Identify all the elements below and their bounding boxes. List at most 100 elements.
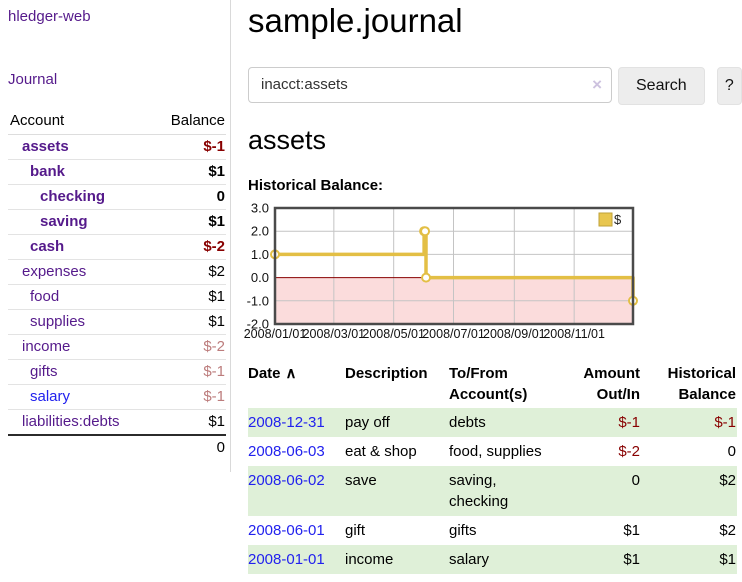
col-header-accounts: To/From Account(s)	[449, 364, 528, 403]
account-link[interactable]: supplies	[30, 313, 86, 330]
account-row: saving $1	[8, 209, 226, 235]
account-balance: $-1	[152, 134, 226, 160]
transaction-amount: $1	[623, 550, 640, 568]
transaction-date-link[interactable]: 2008-06-02	[248, 471, 325, 489]
col-header-date-label: Date	[248, 364, 281, 382]
account-balance: $1	[152, 209, 226, 235]
main-content: sample.journal × Search ? assets Histori…	[244, 0, 742, 574]
x-tick-label: 2008/03/01	[303, 327, 366, 341]
transaction-description: income	[345, 550, 394, 568]
transaction-row[interactable]: 2008-06-02 save saving, checking 0 $2	[248, 465, 737, 516]
sidebar-divider	[230, 0, 231, 472]
account-balance: $1	[152, 284, 226, 310]
account-link[interactable]: cash	[30, 238, 65, 255]
account-row: gifts $-1	[8, 359, 226, 385]
account-row: expenses $2	[8, 259, 226, 285]
transaction-amount: $1	[623, 521, 640, 539]
account-row: supplies $1	[8, 309, 226, 335]
transaction-amount: $-1	[618, 413, 640, 431]
legend-swatch	[598, 212, 613, 227]
transaction-description: save	[345, 471, 377, 489]
app-brand-link[interactable]: hledger-web	[8, 8, 91, 25]
y-tick-label: 2.0	[251, 223, 269, 238]
account-link[interactable]: assets	[22, 138, 69, 155]
account-link[interactable]: food	[30, 288, 60, 305]
transaction-date-link[interactable]: 2008-01-01	[248, 550, 325, 568]
transaction-row[interactable]: 2008-12-31 pay off debts $-1 $-1	[248, 407, 737, 437]
transaction-accounts: food, supplies	[449, 442, 542, 460]
account-row: cash $-2	[8, 234, 226, 260]
account-link[interactable]: liabilities:debts	[22, 413, 120, 430]
x-tick-label: 2008/01/01	[244, 327, 307, 341]
clear-search-icon[interactable]: ×	[592, 74, 602, 94]
account-balance: $2	[152, 259, 226, 285]
search-input-wrap: ×	[248, 66, 612, 103]
transaction-balance: 0	[727, 442, 736, 460]
account-balance: $-1	[152, 359, 226, 385]
chart-title: Historical Balance:	[248, 176, 384, 194]
y-tick-label: -1.0	[247, 293, 269, 308]
transaction-description: gift	[345, 521, 366, 539]
search-input[interactable]	[248, 66, 612, 103]
account-row: income $-2	[8, 334, 226, 360]
transaction-row[interactable]: 2008-01-01 income salary $1 $1	[248, 544, 737, 574]
account-row: bank $1	[8, 159, 226, 185]
account-link[interactable]: checking	[40, 188, 106, 205]
account-balance: $-2	[152, 234, 226, 260]
account-balance: $1	[152, 159, 226, 185]
account-row: liabilities:debts $1	[8, 409, 226, 436]
legend-label: $	[614, 212, 622, 227]
data-point-marker	[421, 272, 432, 283]
transaction-date-link[interactable]: 2008-12-31	[248, 413, 325, 431]
account-balance: $-1	[152, 384, 226, 410]
account-link[interactable]: gifts	[30, 363, 58, 380]
transaction-row[interactable]: 2008-06-01 gift gifts $1 $2	[248, 516, 737, 545]
x-tick-label: 2008/05/01	[362, 327, 425, 341]
accounts-table-body: assets $-1 bank $1 checking 0 saving $1 cash $-2 e…	[8, 134, 226, 460]
transaction-balance: $1	[719, 550, 736, 568]
transaction-balance: $2	[719, 521, 736, 539]
transaction-balance: $2	[719, 471, 736, 489]
account-row: food $1	[8, 284, 226, 310]
account-title: assets	[248, 124, 327, 155]
account-row: salary $-1	[8, 384, 226, 410]
data-point-marker	[420, 225, 431, 236]
search-button[interactable]: Search	[618, 66, 705, 105]
account-row: assets $-1	[8, 134, 226, 160]
accounts-header-balance: Balance	[152, 108, 226, 135]
accounts-table: Account Balance assets $-1 bank $1 checking 0…	[8, 108, 226, 460]
transaction-date-link[interactable]: 2008-06-03	[248, 442, 325, 460]
transaction-accounts: saving, checking	[449, 471, 509, 510]
transaction-amount: $-2	[618, 442, 640, 460]
col-header-balance: Historical Balance	[667, 364, 736, 403]
sidebar-item-journal[interactable]: Journal	[8, 71, 58, 88]
accounts-total-row: 0	[8, 434, 226, 460]
y-tick-label: 0.0	[251, 270, 269, 285]
account-link[interactable]: saving	[40, 213, 88, 230]
y-tick-label: 1.0	[251, 247, 269, 262]
transaction-amount: 0	[631, 471, 640, 489]
account-link[interactable]: salary	[30, 388, 71, 405]
search-form: × Search ?	[248, 66, 742, 105]
account-link[interactable]: bank	[30, 163, 66, 180]
account-link[interactable]: expenses	[22, 263, 87, 280]
col-header-description: Description	[345, 364, 428, 382]
account-balance: $1	[152, 309, 226, 335]
transaction-description: pay off	[345, 413, 390, 431]
x-tick-label: 2008/11/01	[543, 327, 605, 341]
help-button[interactable]: ?	[716, 66, 742, 105]
transactions-table: Date ∧ Description To/From Account(s) Amo…	[248, 360, 737, 574]
transaction-accounts: gifts	[449, 521, 477, 539]
y-tick-label: 3.0	[251, 200, 269, 215]
col-header-date[interactable]: Date ∧	[248, 360, 345, 408]
transaction-date-link[interactable]: 2008-06-01	[248, 521, 325, 539]
account-row: checking 0	[8, 184, 226, 210]
account-balance: 0	[152, 184, 226, 210]
account-link[interactable]: income	[22, 338, 71, 355]
chart-canvas: $3.0 2.0 1.0 0.0 -1.0 -2.02008/01/012008/03/0…	[244, 200, 638, 341]
transaction-balance: $-1	[714, 413, 736, 431]
account-balance: $-2	[152, 334, 226, 360]
x-tick-label: 2008/07/01	[422, 327, 485, 341]
historical-balance-chart: $3.0 2.0 1.0 0.0 -1.0 -2.0 2008/01/01 2008/03/0…	[244, 200, 645, 345]
transaction-row[interactable]: 2008-06-03 eat & shop food, supplies $-2 0	[248, 437, 737, 466]
